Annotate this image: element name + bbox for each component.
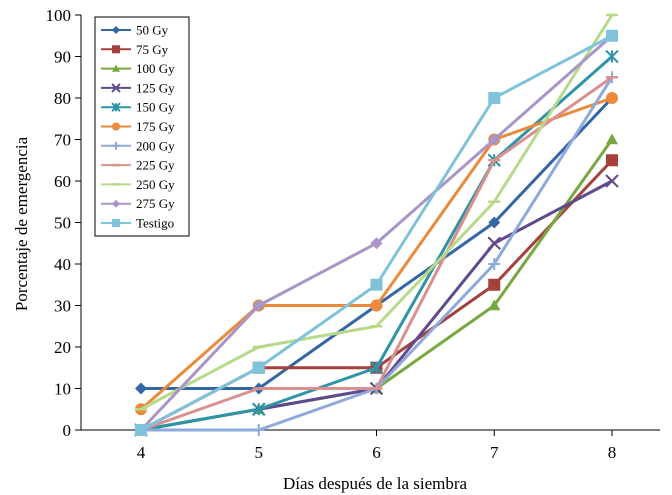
legend-label: 175 Gy [136,119,175,134]
y-tick-label: 40 [54,255,71,274]
legend-item-125-gy: 125 Gy [101,80,175,95]
legend-marker [112,64,120,72]
data-point [252,361,265,374]
legend-label: Testigo [136,216,174,231]
x-axis-title: Días después de la siembra [283,474,468,493]
legend-item-75-gy: 75 Gy [101,42,169,57]
y-tick-label: 0 [63,421,72,440]
legend-label: 275 Gy [136,196,175,211]
data-point [606,92,618,104]
legend-label: 125 Gy [136,80,175,95]
data-point [135,424,147,436]
y-axis-title: Porcentaje de emergencia [12,136,31,311]
data-point [606,133,618,145]
legend-marker [112,45,120,54]
legend-item-testigo: Testigo [101,216,174,231]
data-point [370,237,383,250]
legend-item-200-gy: 200 Gy [101,138,175,153]
series-200-gy [135,71,618,436]
legend-item-150-gy: 150 Gy [101,100,175,115]
x-tick-label: 5 [255,443,264,462]
y-tick-label: 80 [54,89,71,108]
data-point [488,133,501,146]
y-tick-label: 30 [54,297,71,316]
legend-marker [112,199,120,208]
y-tick-label: 60 [54,172,71,191]
series-250-gy [135,13,618,411]
legend-item-250-gy: 250 Gy [101,177,175,192]
series-layer [134,13,619,437]
legend-label: 100 Gy [136,61,175,76]
legend-label: 200 Gy [136,138,175,153]
legend-item-50-gy: 50 Gy [101,23,169,38]
y-tick-label: 50 [54,214,71,233]
x-ticks: 4 5 6 7 8 [137,430,617,462]
data-point [135,382,147,395]
data-point [605,174,619,188]
y-tick-label: 70 [54,131,71,150]
y-tick-label: 10 [54,380,71,399]
data-point [488,92,501,104]
legend-item-275-gy: 275 Gy [101,196,175,211]
legend-marker [112,219,120,227]
data-point [252,424,265,436]
legend-item-100-gy: 100 Gy [101,61,175,76]
data-point [252,299,265,312]
data-point [488,258,501,270]
legend-label: 50 Gy [136,23,169,38]
x-tick-label: 7 [490,443,499,462]
data-point [488,278,501,291]
legend: 50 Gy 75 Gy 100 Gy 125 Gy 150 Gy 175 Gy 200 Gy… [94,16,190,237]
legend-marker [112,122,120,131]
data-point [370,299,383,312]
legend-marker [112,26,120,34]
y-tick-label: 20 [54,338,71,357]
legend-marker [111,102,121,112]
data-point [605,49,619,64]
data-point [606,29,618,42]
data-point [252,402,266,416]
legend-marker [111,83,121,93]
series-line [141,76,614,432]
series-line [140,76,613,432]
x-tick-label: 8 [608,443,617,462]
data-point [369,361,384,375]
x-tick-label: 6 [372,443,381,462]
data-point [487,236,501,250]
data-point [488,216,501,229]
series-testigo [135,29,618,436]
legend-label: 225 Gy [136,158,175,173]
y-ticks: 0 10 20 30 40 50 60 70 80 90 100 [46,6,81,440]
data-point [370,278,383,291]
series-225-gy [135,76,618,432]
y-tick-label: 100 [46,6,72,25]
legend-label: 250 Gy [136,177,175,192]
y-tick-label: 90 [54,48,71,67]
legend-item-225-gy: 225 Gy [101,158,175,173]
legend-label: 75 Gy [136,42,169,57]
x-tick-label: 4 [137,443,146,462]
data-point [488,299,501,311]
legend-label: 150 Gy [136,100,175,115]
legend-marker [112,141,120,150]
legend-item-175-gy: 175 Gy [101,119,175,134]
data-point [606,154,618,167]
